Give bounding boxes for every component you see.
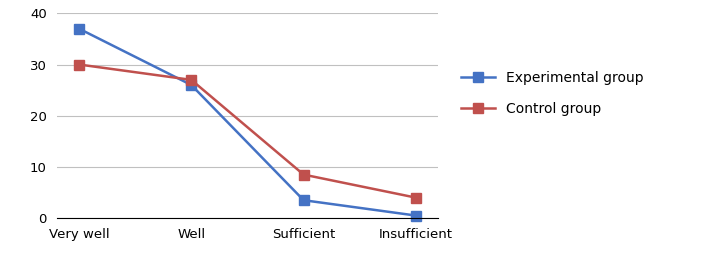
Control group [411, 196, 420, 199]
Control group [75, 63, 83, 66]
Experimental group [411, 214, 420, 217]
Line: Experimental group: Experimental group [74, 24, 421, 221]
Line: Control group: Control group [74, 60, 421, 202]
Experimental group [75, 27, 83, 30]
Control group [187, 78, 196, 81]
Experimental group [299, 199, 308, 202]
Experimental group [187, 84, 196, 87]
Control group [299, 173, 308, 176]
Legend: Experimental group, Control group: Experimental group, Control group [460, 72, 644, 116]
